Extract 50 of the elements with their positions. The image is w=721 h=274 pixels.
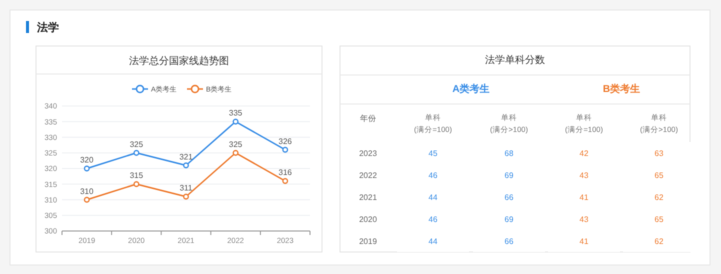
chart-title: 法学总分国家线趋势图 — [129, 55, 229, 67]
point — [183, 194, 189, 200]
point — [133, 150, 140, 156]
point — [133, 181, 140, 188]
point — [84, 166, 90, 172]
point — [183, 162, 189, 168]
data-label: 65 — [654, 214, 664, 224]
point — [84, 196, 90, 203]
data-label: 62 — [654, 236, 664, 246]
data-label: 325 — [130, 140, 144, 149]
y-axis-title: 年份 — [360, 114, 376, 123]
data-label: 46 — [428, 214, 438, 224]
y-tick-label: 2023 — [359, 148, 378, 158]
data-label: 42 — [580, 148, 589, 158]
point — [232, 150, 239, 156]
data-label: 43 — [580, 214, 589, 224]
point — [282, 146, 288, 153]
data-label: 335 — [228, 108, 243, 118]
data-label: 45 — [428, 148, 438, 158]
data-label: 68 — [504, 148, 514, 158]
data-label: 310 — [80, 186, 94, 196]
data-label: 66 — [504, 236, 514, 246]
data-label: 41 — [580, 236, 589, 246]
data-label: 321 — [179, 152, 194, 162]
data-label: 69 — [504, 170, 514, 180]
y-tick-label: 2020 — [359, 214, 378, 224]
data-label: 69 — [504, 214, 514, 224]
data-label: 44 — [428, 192, 438, 202]
data-label: 311 — [180, 184, 193, 193]
text: A类考生 — [452, 83, 490, 95]
data-label: 41 — [580, 192, 589, 202]
chart-title: 法学单科分数 — [485, 54, 545, 66]
data-label: 315 — [130, 171, 144, 180]
text: B类考生 — [602, 83, 640, 95]
data-label: 65 — [654, 170, 664, 180]
point — [232, 118, 239, 125]
data-label: 320 — [80, 156, 94, 164]
data-label: 66 — [504, 192, 514, 202]
data-label: 325 — [228, 140, 243, 149]
point — [282, 178, 288, 184]
data-label: 316 — [278, 168, 292, 177]
y-tick-label: 2022 — [359, 170, 378, 180]
data-label: 326 — [278, 136, 292, 146]
data-label: 46 — [428, 170, 438, 180]
data-label: 44 — [428, 236, 438, 246]
data-label: 63 — [654, 148, 664, 158]
data-label: 43 — [580, 170, 589, 180]
text: 法学 — [36, 21, 59, 34]
y-tick-label: 2021 — [359, 192, 378, 202]
data-label: 62 — [654, 192, 664, 202]
